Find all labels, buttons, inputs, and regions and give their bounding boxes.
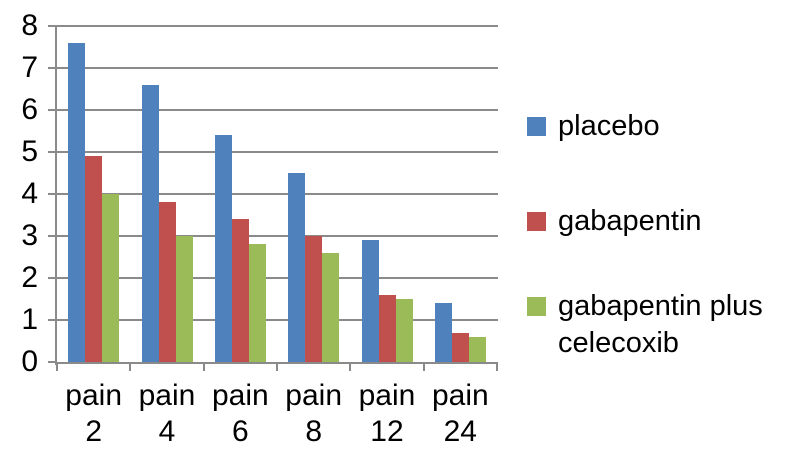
bar-gabapentin-pain-12 <box>378 295 396 362</box>
legend-label: gabapentin plus celecoxib <box>558 290 763 359</box>
bar-gabapentin-plus-celecoxib-pain-4 <box>175 236 193 362</box>
y-axis-tick <box>48 319 57 321</box>
x-category-label: pain 24 <box>431 379 489 448</box>
legend-swatch-icon <box>527 297 546 316</box>
bar-gabapentin-pain-24 <box>451 333 469 362</box>
bar-placebo-pain-4 <box>141 85 159 362</box>
bar-placebo-pain-24 <box>434 303 452 362</box>
bar-placebo-pain-6 <box>214 135 232 362</box>
bar-placebo-pain-2 <box>68 43 86 362</box>
y-axis-tick <box>48 193 57 195</box>
y-axis-line <box>55 26 57 365</box>
gridline <box>57 193 498 195</box>
bar-placebo-pain-12 <box>361 240 379 362</box>
gridline <box>57 277 498 279</box>
chart-legend: placebo gabapentin gabapentin plus celecox… <box>527 0 791 473</box>
x-axis-tick <box>129 362 132 371</box>
x-axis-tick <box>276 362 278 371</box>
y-axis-tick-label: 8 <box>21 9 38 42</box>
x-axis-tick <box>202 362 205 371</box>
y-axis-tick <box>48 109 57 111</box>
y-axis-tick <box>48 151 57 153</box>
bar-gabapentin-plus-celecoxib-pain-24 <box>468 337 486 362</box>
y-axis-tick <box>48 361 57 363</box>
bar-gabapentin-plus-celecoxib-pain-2 <box>102 194 120 362</box>
legend-item-gabapentin-plus-celecoxib: gabapentin plus celecoxib <box>527 288 790 362</box>
bar-gabapentin-pain-8 <box>305 236 323 362</box>
bar-gabapentin-pain-4 <box>158 202 176 362</box>
x-category-label: pain 12 <box>358 379 416 448</box>
legend-item-placebo: placebo <box>527 108 790 145</box>
bar-gabapentin-plus-celecoxib-pain-8 <box>322 253 340 362</box>
x-axis-tick <box>496 362 498 371</box>
legend-label: gabapentin <box>558 205 702 237</box>
legend-label: placebo <box>558 110 660 142</box>
gridline <box>57 67 498 69</box>
x-category-label: pain 8 <box>285 379 343 448</box>
y-axis-tick-label: 1 <box>21 303 38 336</box>
legend-swatch-icon <box>527 212 546 231</box>
y-axis-tick-label: 6 <box>21 93 38 126</box>
gridline <box>57 235 498 237</box>
y-axis-tick <box>48 25 57 27</box>
y-axis-tick-label: 2 <box>21 261 38 294</box>
bar-gabapentin-plus-celecoxib-pain-6 <box>248 244 266 362</box>
bar-gabapentin-pain-2 <box>85 156 103 362</box>
gridline <box>57 25 498 27</box>
x-category-label: pain 2 <box>65 379 123 448</box>
x-category-label: pain 4 <box>138 379 196 448</box>
y-axis-tick <box>48 277 57 279</box>
y-axis-tick-label: 0 <box>21 345 38 378</box>
y-axis-tick-label: 3 <box>21 219 38 252</box>
gridline <box>57 151 498 153</box>
y-axis-tick-label: 4 <box>21 177 38 210</box>
y-axis-tick-label: 7 <box>21 51 38 84</box>
legend-item-gabapentin: gabapentin <box>527 203 790 240</box>
y-axis-tick <box>48 235 57 237</box>
x-axis-tick <box>56 362 58 371</box>
gridline <box>57 319 498 321</box>
y-axis-tick <box>48 67 57 69</box>
x-category-label: pain 6 <box>211 379 269 448</box>
gridline <box>57 109 498 111</box>
bar-placebo-pain-8 <box>288 173 306 362</box>
bar-gabapentin-pain-6 <box>231 219 249 362</box>
legend-swatch-icon <box>527 117 546 136</box>
x-axis-tick <box>422 362 425 371</box>
x-axis-tick <box>349 362 352 371</box>
bar-gabapentin-plus-celecoxib-pain-12 <box>395 299 413 362</box>
y-axis-tick-label: 5 <box>21 135 38 168</box>
